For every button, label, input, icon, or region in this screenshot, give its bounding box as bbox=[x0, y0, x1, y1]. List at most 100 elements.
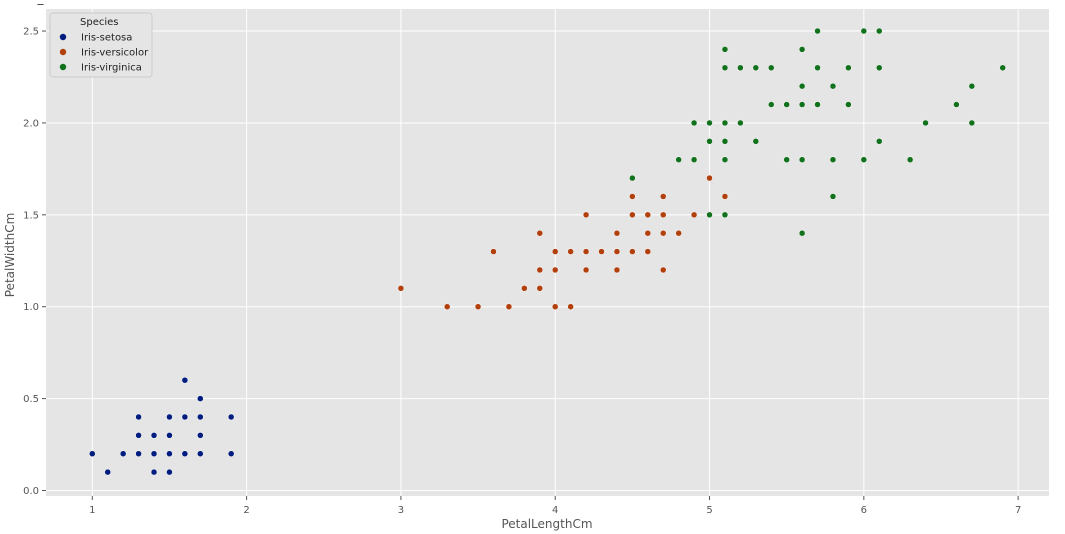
y-tick-label: 2.0 bbox=[23, 118, 39, 129]
point-iris-versicolor bbox=[490, 248, 497, 255]
legend-items: Iris-setosa Iris-versicolor Iris-virginica bbox=[59, 33, 149, 74]
point-iris-virginica bbox=[690, 156, 698, 163]
point-iris-setosa bbox=[166, 468, 173, 476]
point-iris-virginica bbox=[690, 119, 698, 127]
point-iris-setosa bbox=[181, 450, 189, 457]
point-iris-virginica bbox=[675, 156, 682, 163]
legend: Species Iris-setosa Iris-versicolor Iris-v… bbox=[49, 12, 153, 78]
y-tick-label: 1.0 bbox=[23, 302, 39, 313]
point-iris-versicolor bbox=[397, 285, 405, 292]
point-iris-versicolor bbox=[690, 211, 698, 219]
y-axis-label: PetalWidthCm bbox=[3, 213, 17, 298]
point-iris-virginica bbox=[876, 64, 883, 72]
point-iris-versicolor bbox=[505, 303, 513, 310]
point-iris-versicolor bbox=[474, 303, 482, 310]
point-iris-virginica bbox=[968, 82, 976, 90]
point-iris-versicolor bbox=[551, 266, 559, 274]
point-iris-virginica bbox=[953, 101, 960, 108]
point-iris-versicolor bbox=[629, 248, 636, 255]
point-iris-virginica bbox=[798, 156, 806, 163]
point-iris-virginica bbox=[906, 156, 914, 163]
legend-label-iris-virginica: Iris-virginica bbox=[81, 63, 142, 74]
point-iris-virginica bbox=[783, 156, 790, 163]
point-iris-virginica bbox=[737, 119, 744, 127]
y-tick-label: 2.5 bbox=[23, 27, 39, 38]
point-iris-virginica bbox=[706, 211, 713, 219]
point-iris-virginica bbox=[845, 64, 852, 72]
point-iris-versicolor bbox=[613, 229, 621, 237]
point-iris-virginica bbox=[845, 101, 852, 108]
point-iris-versicolor bbox=[536, 285, 544, 292]
point-iris-virginica bbox=[721, 138, 729, 145]
point-iris-setosa bbox=[181, 413, 189, 421]
point-iris-virginica bbox=[798, 46, 806, 53]
point-iris-versicolor bbox=[644, 248, 652, 255]
point-iris-versicolor bbox=[536, 266, 544, 274]
point-iris-virginica bbox=[752, 138, 760, 145]
point-iris-virginica bbox=[798, 82, 806, 90]
point-iris-versicolor bbox=[613, 266, 621, 274]
clipped-header-text: ‾ ‾ ‾ ‾_‾ ‾ ‾ ‾ ‾ ‾ ‾ ‾ ‾ ‾ ‾ ‾ ‾ ‾ bbox=[1, 0, 178, 5]
point-iris-setosa bbox=[119, 450, 127, 457]
point-iris-virginica bbox=[829, 82, 837, 90]
point-iris-virginica bbox=[860, 27, 868, 35]
y-tick-label: 0.0 bbox=[23, 486, 39, 497]
point-iris-setosa bbox=[150, 432, 158, 439]
point-iris-versicolor bbox=[659, 211, 667, 219]
point-iris-setosa bbox=[89, 450, 96, 457]
point-iris-virginica bbox=[814, 64, 821, 72]
point-iris-versicolor bbox=[706, 174, 713, 182]
point-iris-virginica bbox=[783, 101, 790, 108]
x-tick-label: 2 bbox=[243, 505, 249, 516]
point-iris-virginica bbox=[999, 64, 1006, 72]
x-axis-label: PetalLengthCm bbox=[501, 517, 592, 531]
point-iris-setosa bbox=[150, 450, 158, 457]
legend-title: Species bbox=[80, 17, 119, 28]
point-iris-virginica bbox=[922, 119, 929, 127]
point-iris-setosa bbox=[135, 432, 142, 439]
legend-label-iris-setosa: Iris-setosa bbox=[81, 33, 132, 44]
point-iris-virginica bbox=[737, 64, 744, 72]
point-iris-virginica bbox=[721, 119, 729, 127]
plot-area bbox=[46, 9, 1049, 496]
point-iris-setosa bbox=[166, 432, 173, 439]
point-iris-versicolor bbox=[582, 211, 590, 219]
point-iris-setosa bbox=[227, 450, 235, 457]
point-iris-versicolor bbox=[551, 248, 559, 255]
point-iris-versicolor bbox=[598, 248, 605, 255]
x-axis-ticks: 1 2 3 4 5 6 7 bbox=[89, 496, 1021, 516]
point-iris-virginica bbox=[814, 27, 821, 35]
point-iris-versicolor bbox=[567, 303, 574, 310]
point-iris-virginica bbox=[767, 64, 775, 72]
data-points bbox=[89, 27, 1006, 476]
point-iris-setosa bbox=[135, 413, 142, 421]
point-iris-virginica bbox=[706, 119, 713, 127]
y-tick-label: 1.5 bbox=[23, 210, 39, 221]
x-tick-label: 3 bbox=[398, 505, 404, 516]
point-iris-virginica bbox=[876, 27, 883, 35]
point-iris-virginica bbox=[706, 138, 713, 145]
point-iris-virginica bbox=[721, 156, 729, 163]
x-tick-label: 1 bbox=[89, 505, 95, 516]
point-iris-versicolor bbox=[536, 229, 544, 237]
legend-marker-iris-versicolor bbox=[59, 48, 67, 56]
point-iris-virginica bbox=[721, 64, 729, 72]
point-iris-versicolor bbox=[521, 285, 528, 292]
point-iris-setosa bbox=[166, 450, 173, 457]
point-iris-virginica bbox=[829, 193, 837, 200]
point-iris-setosa bbox=[181, 376, 189, 384]
point-iris-setosa bbox=[166, 413, 173, 421]
point-iris-versicolor bbox=[644, 229, 652, 237]
point-iris-versicolor bbox=[567, 248, 574, 255]
y-axis-ticks: 0.0 0.5 1.0 1.5 2.0 2.5 bbox=[23, 27, 46, 497]
point-iris-versicolor bbox=[582, 266, 590, 274]
point-iris-setosa bbox=[197, 395, 204, 402]
x-tick-label: 6 bbox=[861, 505, 867, 516]
legend-marker-iris-virginica bbox=[59, 63, 67, 71]
point-iris-virginica bbox=[721, 211, 729, 219]
point-iris-versicolor bbox=[721, 193, 729, 200]
point-iris-versicolor bbox=[659, 229, 667, 237]
point-iris-virginica bbox=[876, 138, 883, 145]
point-iris-setosa bbox=[104, 468, 111, 476]
